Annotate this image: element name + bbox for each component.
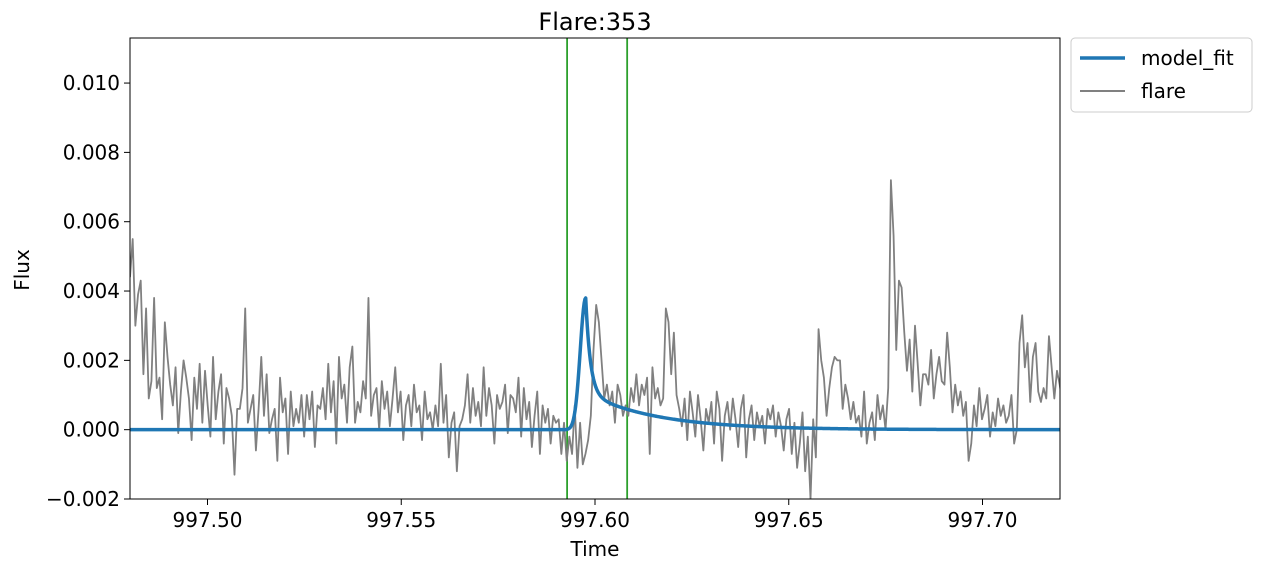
y-tick-label: 0.008 [63,140,120,164]
y-tick-label: 0.010 [63,71,120,95]
y-tick-label: 0.002 [63,348,120,372]
x-axis-label: Time [570,537,620,561]
x-tick-label: 997.55 [366,508,436,532]
y-tick-label: 0.000 [63,418,120,442]
model-fit-line [130,296,1060,432]
flare-series-line [130,179,1060,499]
y-tick-label: 0.004 [63,279,120,303]
legend: model_fit flare [1070,37,1253,113]
y-tick-label: 0.006 [63,210,120,234]
y-tick-label: −0.002 [46,487,120,511]
x-tick-label: 997.70 [948,508,1018,532]
x-tick-label: 997.50 [173,508,243,532]
x-tick-label: 997.65 [754,508,824,532]
chart-title: Flare:353 [538,8,651,36]
legend-label-model-fit: model_fit [1141,46,1234,70]
legend-label-flare: flare [1141,79,1186,103]
y-axis-label: Flux [10,249,34,291]
x-tick-label: 997.60 [560,508,630,532]
